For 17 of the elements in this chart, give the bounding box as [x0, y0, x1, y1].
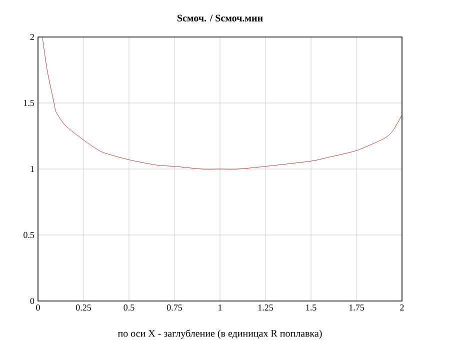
- x-tick-label: 0: [36, 304, 40, 311]
- x-axis-title: по оси X - заглубление (в единицах R поплавка): [118, 329, 322, 339]
- chart-title: Sсмоч. / Sсмоч.мин: [178, 14, 263, 22]
- line-series: [42, 36, 402, 170]
- x-tick-label: 1.5: [306, 304, 316, 311]
- x-tick-label: 2: [400, 304, 404, 310]
- x-tick-label: 0.75: [166, 304, 182, 311]
- x-tick-label: 1.75: [349, 304, 364, 311]
- y-tick-label: 2: [30, 34, 34, 40]
- y-tick-label: 0: [30, 298, 34, 304]
- y-tick-label: 1: [30, 166, 34, 172]
- x-tick-label: 0.5: [124, 304, 134, 311]
- x-tick-label: 1: [218, 304, 222, 310]
- x-tick-label: 1.25: [258, 304, 274, 311]
- y-tick-label: 0.5: [24, 232, 34, 238]
- x-tick-label: 0.25: [76, 304, 92, 311]
- y-tick-label: 1.5: [24, 100, 34, 106]
